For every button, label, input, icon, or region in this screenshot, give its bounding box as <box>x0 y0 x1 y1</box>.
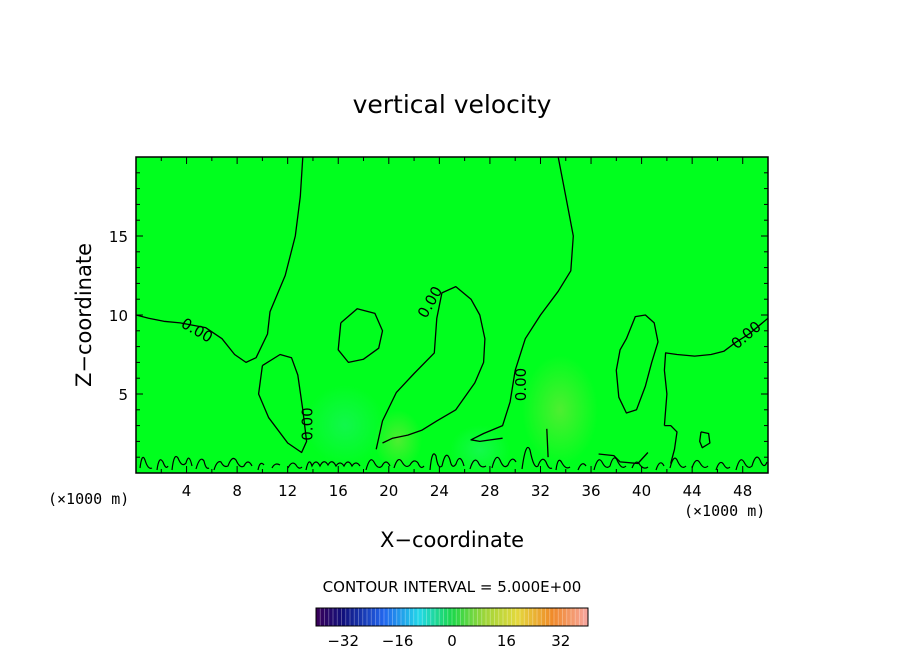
x-tick-label: 40 <box>632 482 651 500</box>
surface-contours <box>139 446 768 471</box>
zero-contour-line <box>375 285 486 450</box>
plot-field <box>136 157 768 473</box>
contour-label: 0.00 <box>298 407 316 440</box>
x-unit-right: (×1000 m) <box>684 502 765 520</box>
chart-title: vertical velocity <box>353 90 552 119</box>
colorbar: −32 −16 0 16 32 <box>315 607 589 650</box>
x-tick-label: 4 <box>182 482 192 500</box>
contour-label: 0.00 <box>512 368 530 401</box>
contour-lines <box>136 157 768 465</box>
x-tick-label: 8 <box>232 482 242 500</box>
colorbar-tick-label: −32 <box>327 632 359 650</box>
field-highlight-blob <box>450 425 510 473</box>
x-tick-label: 28 <box>480 482 499 500</box>
x-axis: 4 8 12 16 20 24 28 32 36 40 44 48 <box>160 157 752 500</box>
zero-contour-line <box>257 353 308 454</box>
zero-contour-line <box>615 314 659 414</box>
x-tick-label: 32 <box>531 482 550 500</box>
zero-contour-line <box>664 424 678 464</box>
x-axis-label: X−coordinate <box>380 528 524 552</box>
y-tick-label: 10 <box>109 307 128 325</box>
x-tick-label: 12 <box>278 482 297 500</box>
field-highlights <box>305 355 598 473</box>
x-tick-label: 48 <box>733 482 752 500</box>
zero-contour-line <box>699 431 711 449</box>
x-tick-label: 36 <box>581 482 600 500</box>
y-tick-label: 15 <box>109 228 128 246</box>
x-tick-label: 44 <box>683 482 702 500</box>
zero-contour-line <box>546 428 549 458</box>
y-axis-label: Z−coordinate <box>72 243 96 387</box>
y-axis: 5 10 15 <box>109 172 768 458</box>
colorbar-frame <box>315 607 589 627</box>
zero-contour-line <box>663 317 768 426</box>
colorbar-tick-label: −16 <box>382 632 414 650</box>
x-tick-label: 24 <box>430 482 449 500</box>
contour-interval-text: CONTOUR INTERVAL = 5.000E+00 <box>323 578 582 596</box>
field-highlight-blob <box>305 385 385 465</box>
colorbar-tick-label: 0 <box>447 632 457 650</box>
field-highlight-blob <box>374 410 422 470</box>
x-tick-label: 16 <box>329 482 348 500</box>
colorbar-ticks: −32 −16 0 16 32 <box>327 632 570 650</box>
x-unit-left: (×1000 m) <box>48 490 129 508</box>
zero-contour-line <box>470 157 574 443</box>
zero-contour-line <box>598 452 649 465</box>
colorbar-stripes <box>319 608 585 626</box>
y-tick-label: 5 <box>118 386 128 404</box>
field-highlight-blob <box>522 355 598 465</box>
colorbar-tick-label: 32 <box>551 632 570 650</box>
zero-contour-line <box>136 157 304 364</box>
colorbar-tick-label: 16 <box>497 632 516 650</box>
colorbar-gradient <box>316 608 588 626</box>
x-tick-label: 20 <box>379 482 398 500</box>
zero-contour-line <box>337 308 384 364</box>
